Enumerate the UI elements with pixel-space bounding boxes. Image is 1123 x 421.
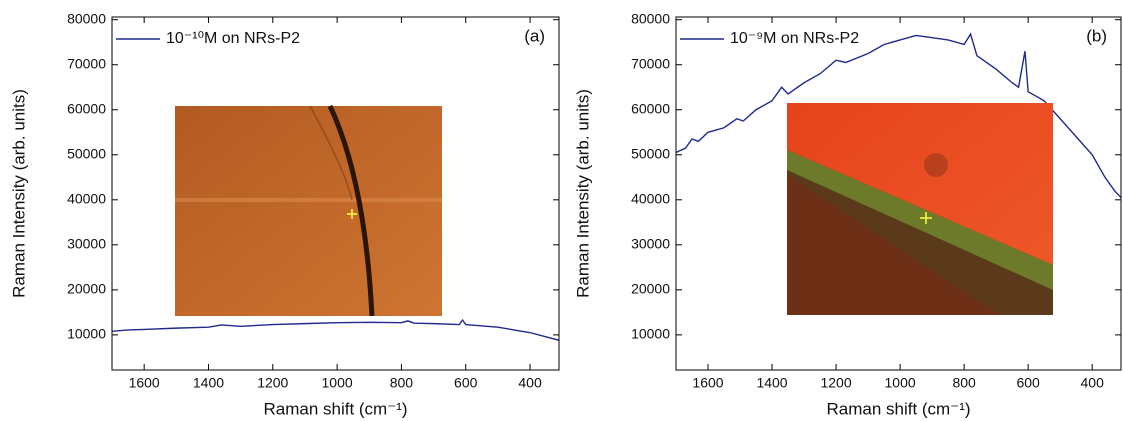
y-tick-label: 30000 bbox=[67, 236, 106, 252]
x-tick-label: 400 bbox=[518, 375, 542, 391]
panel-label: (a) bbox=[524, 26, 545, 45]
x-tick-label: 1000 bbox=[322, 375, 353, 391]
x-tick-label: 600 bbox=[1016, 375, 1040, 391]
data-line bbox=[112, 318, 559, 341]
insets bbox=[175, 103, 1053, 317]
y-tick-label: 70000 bbox=[67, 55, 106, 71]
x-tick-label: 1200 bbox=[820, 375, 851, 391]
x-tick-label: 600 bbox=[454, 375, 478, 391]
y-tick-label: 40000 bbox=[67, 191, 106, 207]
x-tick-label: 1600 bbox=[129, 375, 160, 391]
inset-image-a bbox=[175, 104, 442, 317]
x-tick-label: 1200 bbox=[257, 375, 288, 391]
x-tick-label: 1400 bbox=[756, 375, 787, 391]
panel-label: (b) bbox=[1086, 26, 1107, 45]
y-tick-label: 80000 bbox=[631, 10, 670, 26]
x-tick-label: 1600 bbox=[692, 375, 723, 391]
x-tick-label: 800 bbox=[390, 375, 414, 391]
x-tick-label: 400 bbox=[1081, 375, 1105, 391]
y-tick-label: 10000 bbox=[67, 326, 106, 342]
y-tick-label: 30000 bbox=[631, 236, 670, 252]
y-axis-label: Raman Intensity (arb. units) bbox=[9, 89, 28, 298]
y-tick-label: 10000 bbox=[631, 326, 670, 342]
x-tick-label: 1000 bbox=[885, 375, 916, 391]
x-tick-label: 1400 bbox=[193, 375, 224, 391]
legend-label: 10⁻¹⁰M on NRs-P2 bbox=[166, 30, 300, 47]
x-axis-label: Raman shift (cm⁻¹) bbox=[263, 399, 407, 418]
y-tick-label: 40000 bbox=[631, 191, 670, 207]
y-tick-label: 50000 bbox=[631, 145, 670, 161]
y-tick-label: 60000 bbox=[631, 100, 670, 116]
y-tick-label: 70000 bbox=[631, 55, 670, 71]
legend-label: 10⁻⁹M on NRs-P2 bbox=[730, 30, 859, 47]
plot-frame bbox=[675, 16, 1122, 371]
plot-frame bbox=[111, 16, 560, 371]
y-tick-label: 50000 bbox=[67, 145, 106, 161]
y-tick-label: 20000 bbox=[67, 281, 106, 297]
x-axis-label: Raman shift (cm⁻¹) bbox=[826, 399, 970, 418]
x-tick-label: 800 bbox=[952, 375, 976, 391]
y-axis-label: Raman Intensity (arb. units) bbox=[573, 89, 592, 298]
y-tick-label: 20000 bbox=[631, 281, 670, 297]
y-tick-label: 60000 bbox=[67, 100, 106, 116]
data-line bbox=[676, 32, 1122, 199]
inset-image-b bbox=[787, 103, 1053, 315]
y-tick-label: 80000 bbox=[67, 10, 106, 26]
